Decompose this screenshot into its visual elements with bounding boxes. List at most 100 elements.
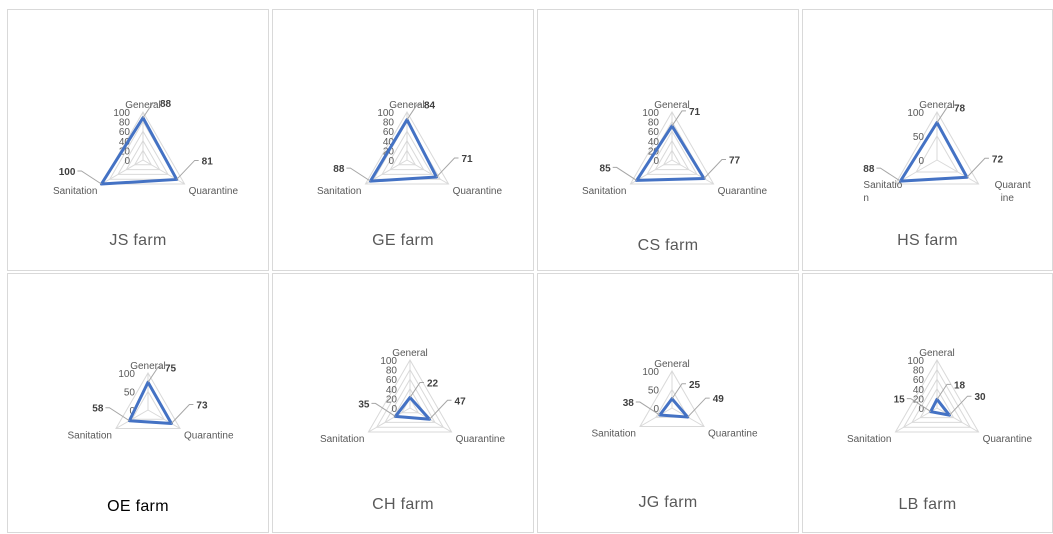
tick-label: 60 [386,375,398,386]
chart-title: OE farm [107,498,169,515]
tick-label: 80 [383,118,395,129]
grid-spoke [147,409,181,429]
leader-line [936,107,951,123]
tick-label: 60 [648,127,660,138]
tick-label: 20 [913,394,925,405]
chart-title: JS farm [109,232,167,249]
tick-label: 0 [124,156,130,167]
grid-ring [400,397,420,414]
grid-ring [364,110,450,185]
grid-ring [654,139,690,171]
grid-spoke [115,409,149,429]
farm-chart-panel: 0 20 40 60 80 100 84 71 88 General Quarantine Sanit… [272,9,534,271]
grid-spoke [639,407,673,427]
grid-ring [915,134,959,173]
grid-ring [639,369,705,427]
axis-label-sanitation: Sanitation [53,186,97,197]
data-label: 84 [424,101,436,112]
chart-title: LB farm [898,496,957,513]
tick-label: 0 [918,156,924,167]
grid-ring [115,371,181,429]
tick-label: 50 [648,386,660,397]
radar-chart: 0 50 100 78 72 88 General Quarant ine Sanitatio n [863,100,1031,204]
grid-ring [133,149,153,166]
axis-label-quarantine: Quarantine [453,186,503,197]
grid-ring [397,149,417,166]
leader-line [671,383,686,400]
axis-label-quarantine: Quarantine [456,434,506,445]
leader-line [105,407,130,422]
axis-label-general: General [919,348,955,359]
leader-line [671,110,686,127]
grid-ring [902,368,972,428]
chart-title: GE farm [372,232,434,249]
leader-line [635,401,661,416]
grid-ring [919,387,955,419]
grid-ring [381,130,433,175]
data-label: 47 [455,396,467,407]
data-label: 58 [92,404,104,415]
grid-ring [911,378,963,423]
tick-label: 40 [648,137,660,148]
grid-ring [367,358,453,433]
axis-label-general: General [919,100,955,111]
axis-label-general: General [389,100,425,111]
farm-chart-panel: 0 20 40 60 80 100 22 47 35 General Quarantine Sanit… [272,273,534,533]
farm-chart-panel: 0 20 40 60 80 100 18 30 15 General Quarantine Sanit… [802,273,1053,533]
axis-label-sanitation: Sanitation [317,186,361,197]
data-label: 78 [954,104,966,115]
radar-chart: 0 50 100 25 49 38 General Quarantine Sanitation [591,359,757,440]
leader-line [147,366,162,383]
axis-label-general: General [392,348,428,359]
grid-ring [384,378,436,423]
series-line [929,397,951,417]
data-label: 15 [894,395,906,406]
leader-line [429,399,452,420]
data-label: 25 [689,380,701,391]
data-label: 71 [462,154,474,165]
tick-label: 50 [124,388,136,399]
axis-label-sanitation: Sanitation [591,429,635,440]
series-line [99,116,179,186]
axis-label-general: General [125,100,161,111]
series-line [127,380,173,426]
tick-label: 40 [386,385,398,396]
tick-label: 100 [113,108,130,119]
leader-line [876,167,901,182]
tick-label: 80 [119,118,131,129]
grid-ring [125,139,161,171]
tick-label: 100 [642,108,659,119]
farm-chart-panel: 0 50 100 25 49 38 General Quarantine Sanitation J… [537,273,799,533]
axis-label-sanitation: Sanitation [847,434,891,445]
leader-line [346,167,371,182]
data-label: 85 [600,163,612,174]
leader-line [703,158,727,179]
farm-chart-panel: 0 20 40 60 80 100 71 77 85 General Quarantine Sanit… [537,9,799,271]
data-label: 18 [954,380,966,391]
grid-spoke [936,159,979,185]
grid-ring [375,368,445,428]
grid-spoke [368,407,411,433]
series-line [393,395,432,421]
data-label: 72 [992,154,1004,165]
axis-label-general: General [654,100,690,111]
tick-label: 20 [119,146,131,157]
data-label: 71 [689,107,701,118]
tick-label: 100 [380,356,397,367]
data-label: 75 [165,363,177,374]
data-label: 88 [333,164,345,175]
tick-label: 60 [119,127,131,138]
series-line [368,118,439,183]
axis-label-sanitation: Sanitation [582,186,626,197]
leader-line [371,402,396,417]
tick-label: 100 [642,367,659,378]
tick-label: 60 [383,127,395,138]
axis-label-quarantine: Quarantine [983,434,1033,445]
leader-line [409,381,424,398]
tick-label: 40 [913,385,925,396]
grid-ring [662,149,682,166]
series-line [658,397,690,419]
